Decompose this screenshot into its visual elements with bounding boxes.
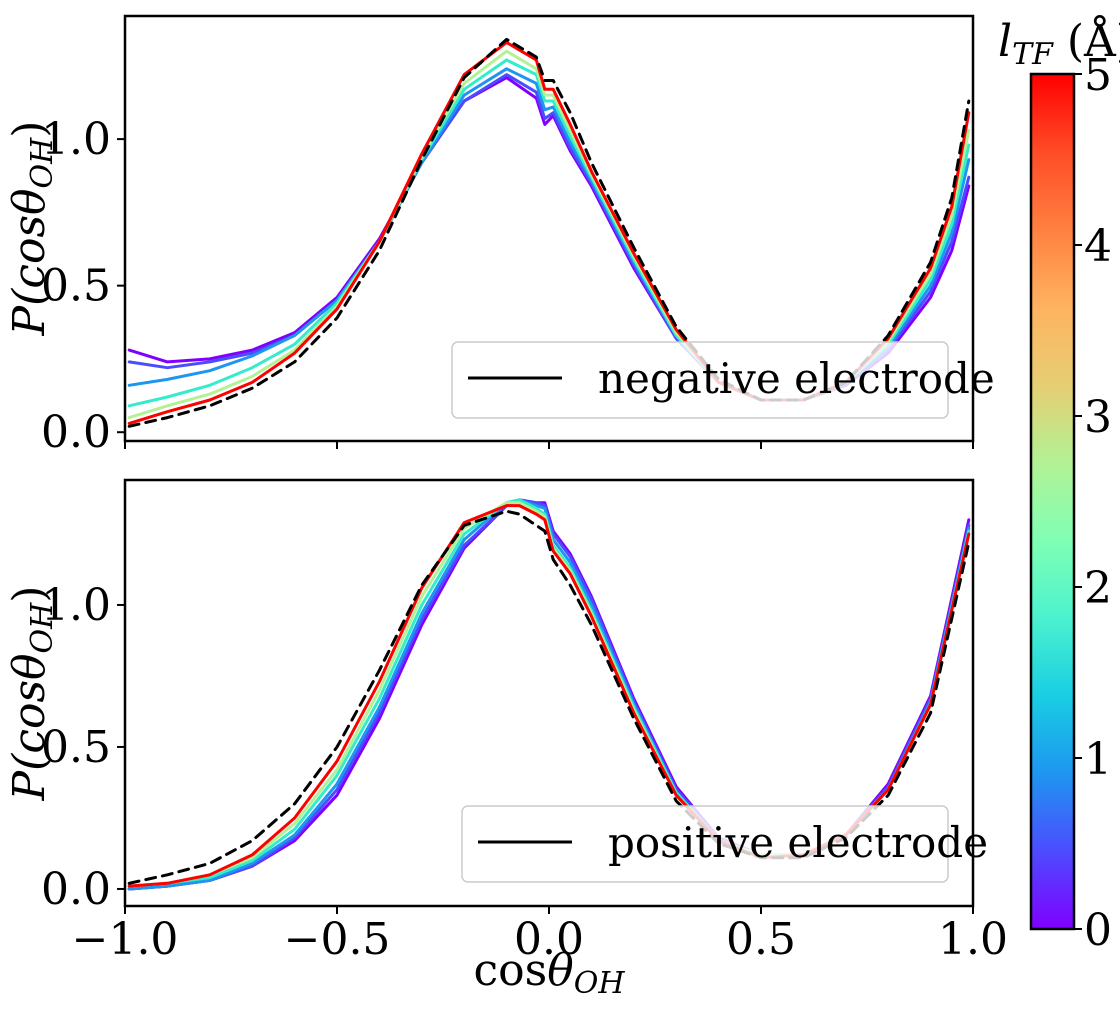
bottom-xtick-label: 1.0 [938,914,1008,965]
bottom-ytick-label: 1.0 [41,580,111,631]
colorbar-tick-label: 0 [1084,905,1112,956]
bottom-xtick-label: 0.0 [514,914,584,965]
xlabel: cosθOH [474,945,626,1001]
colorbar-label: lTF (Å) [998,14,1120,72]
top-ytick-label: 0.0 [41,407,111,458]
colorbar-tick-label: 5 [1084,50,1112,101]
bottom-xtick-label: 0.5 [726,914,796,965]
top-legend-box [451,341,949,419]
top-series-lines [127,37,971,428]
colorbar-tick-label: 4 [1084,221,1112,272]
bottom-ylabel: P(cosθOH) [4,586,60,802]
bottom-legend-box [461,805,949,883]
colorbar-gradient [1031,74,1074,929]
bottom-legend-label: positive electrode [608,818,988,867]
top-legend: negative electrode [451,341,995,419]
top-legend-label: negative electrode [598,354,995,403]
bottom-panel: positive electrode 0.00.51.0−1.0 −0.5 0.0 0… [4,478,1008,1001]
bottom-xtick-label: −1.0 [72,914,179,965]
top-panel: negative electrode 0.0 0.5 1.0 P(cosθOH) [4,14,995,458]
colorbar-tick-label: 2 [1084,563,1112,614]
top-ylabel: P(cosθOH) [4,121,60,337]
colorbar-tick-label: 3 [1084,392,1112,443]
bottom-series-reference [127,509,971,885]
colorbar-tick-label: 1 [1084,734,1112,785]
bottom-axis-ticks: 0.0 0.5 1.0 −1.0 −0.5 0.0 0.5 1.0 [41,580,1008,965]
colorbar-ticks: 0 1 2 3 4 5 [1074,50,1112,956]
bottom-xtick-label: −0.5 [284,914,391,965]
bottom-ytick-label: 0.0 [41,864,111,915]
bottom-legend: positive electrode [461,805,988,883]
colorbar: 0 1 2 3 4 5 lTF (Å) [998,14,1120,956]
top-axis-ticks: 0.0 0.5 1.0 [41,114,974,458]
top-ytick-label: 0.5 [41,261,111,312]
bottom-ytick-label: 0.5 [41,722,111,773]
top-ytick-label: 1.0 [41,114,111,165]
colorbar-frame [1029,72,1076,931]
